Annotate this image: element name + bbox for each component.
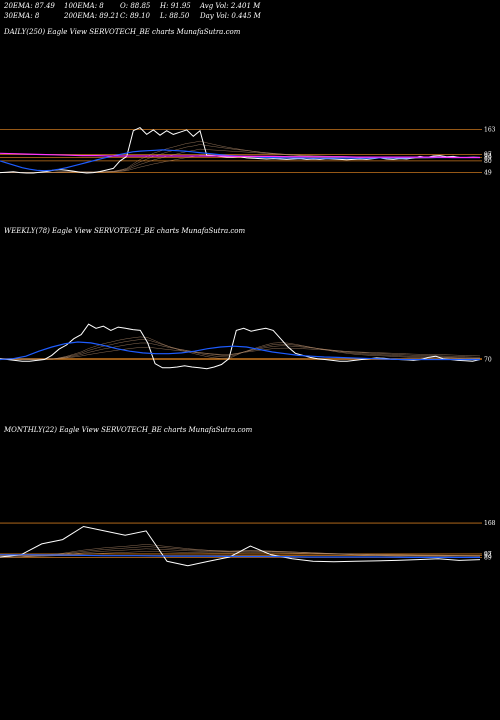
weekly-ema-tan-line [0, 339, 481, 360]
monthly-panel-title: MONTHLY(22) Eagle View SERVOTECH_BE char… [4, 426, 253, 434]
ema30-label: 30EMA: 8 [4, 12, 40, 20]
ema200-label: 200EMA: 89.21 [64, 12, 120, 20]
weekly-ema-blue-line [0, 341, 480, 361]
daily-tick-label: 93 [484, 153, 492, 160]
high-label: H: 91.95 [160, 2, 191, 10]
ema20-label: 20EMA: 87.49 [4, 2, 55, 10]
day-vol-label: Day Vol: 0.445 M [200, 12, 261, 20]
weekly-tick-label: 70 [484, 357, 492, 364]
monthly-tick-label: 89 [484, 554, 492, 561]
daily-panel-title: DAILY(250) Eagle View SERVOTECH_BE chart… [4, 28, 241, 36]
daily-ema-blue-line [0, 149, 480, 172]
daily-tick-label: 80 [484, 158, 492, 165]
monthly-tick-label: 168 [484, 520, 496, 527]
daily-tick-label: 163 [484, 127, 496, 134]
monthly-ema-blue-line [0, 554, 480, 558]
monthly-tick-label: 97 [484, 551, 492, 558]
close-label: C: 89.10 [120, 12, 150, 20]
daily-ema-magenta-line [0, 152, 480, 159]
weekly-ema-tan-line [0, 346, 481, 360]
weekly-ema-tan-line [0, 342, 481, 360]
open-label: O: 88.85 [120, 2, 151, 10]
ema100-label: 100EMA: 8 [64, 2, 104, 10]
monthly-price-line [0, 525, 481, 567]
daily-tick-label: 49 [484, 170, 492, 177]
daily-tick-label: 89 [484, 154, 492, 161]
daily-tick-label: 97 [484, 151, 492, 158]
weekly-panel-title: WEEKLY(78) Eagle View SERVOTECH_BE chart… [4, 227, 246, 235]
weekly-ema-tan-line [0, 336, 481, 360]
monthly-ema-tan-line [0, 551, 481, 558]
low-label: L: 88.50 [160, 12, 190, 20]
avg-vol-label: Avg Vol: 2.401 M [200, 2, 261, 10]
monthly-tick-label: 93 [484, 553, 492, 560]
